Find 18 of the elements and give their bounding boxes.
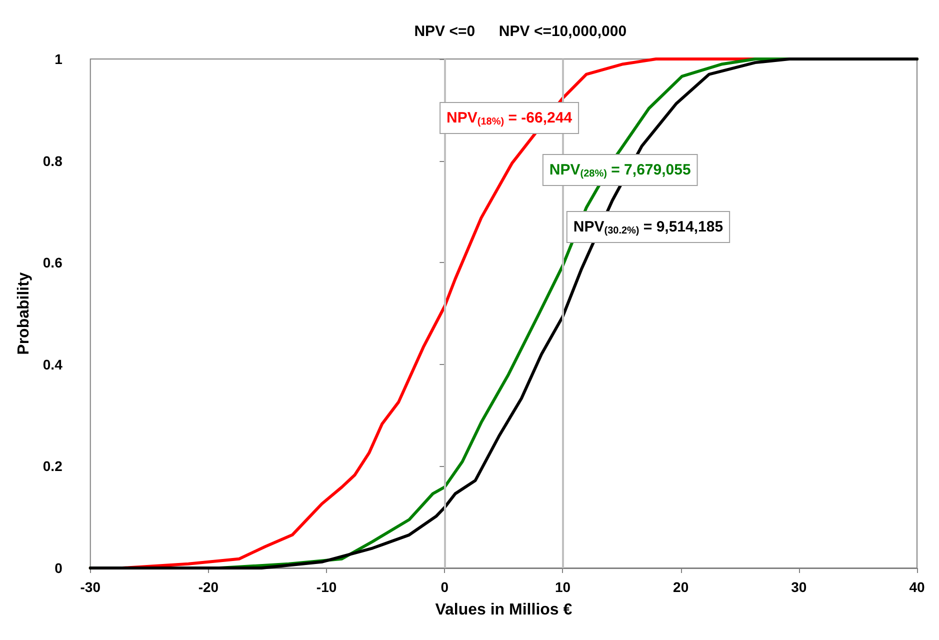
y-tick-label: 1 [54, 51, 63, 67]
x-tick-label: 0 [440, 579, 449, 595]
y-tick-label: 0.4 [42, 356, 63, 372]
y-axis-title: Probability [16, 272, 32, 355]
x-tick-label: -20 [198, 579, 219, 595]
x-tick-label: -10 [316, 579, 337, 595]
y-tick-label: 0 [54, 560, 63, 576]
x-tick-label: 30 [791, 579, 807, 595]
x-tick-label: 20 [673, 579, 689, 595]
y-tick-label: 0.8 [42, 152, 63, 169]
ref-line-label: NPV <=10,000,000 [498, 23, 627, 40]
y-tick-label: 0.2 [42, 458, 63, 474]
x-tick-label: 10 [554, 579, 571, 595]
y-tick-label: 0.6 [42, 254, 63, 271]
ref-line-label: NPV <=0 [414, 23, 476, 40]
x-axis-title: Values in Millios € [435, 602, 572, 618]
x-tick-label: -30 [80, 579, 101, 595]
x-tick-label: 40 [909, 579, 925, 595]
